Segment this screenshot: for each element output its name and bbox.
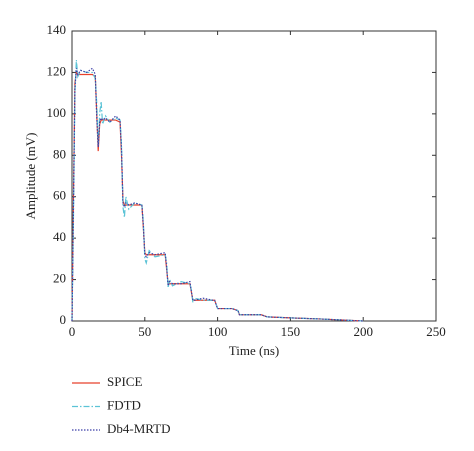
x-tick-label: 100: [208, 324, 228, 339]
series-line: [71, 67, 364, 322]
plot-frame: [71, 30, 437, 322]
y-tick-label: 140: [47, 22, 67, 37]
x-tick-label: 150: [281, 324, 301, 339]
y-tick-label: 0: [60, 312, 67, 327]
series-line: [71, 70, 364, 322]
y-tick-label: 60: [53, 188, 66, 203]
x-tick-label: 250: [426, 324, 446, 339]
y-tick-label: 80: [53, 146, 66, 161]
legend-label: Db4-MRTD: [107, 421, 171, 436]
y-tick-label: 120: [47, 63, 67, 78]
x-axis-label: Time (ns): [229, 343, 279, 358]
legend-label: SPICE: [107, 374, 142, 389]
y-axis-label: Amplitude (mV): [23, 132, 38, 219]
series-line: [71, 59, 364, 322]
x-tick-label: 50: [138, 324, 151, 339]
legend-label: FDTD: [107, 397, 141, 412]
y-tick-label: 20: [53, 271, 66, 286]
x-tick-label: 200: [353, 324, 373, 339]
x-tick-label: 0: [69, 324, 76, 339]
y-tick-label: 40: [53, 229, 66, 244]
y-tick-label: 100: [47, 105, 67, 120]
